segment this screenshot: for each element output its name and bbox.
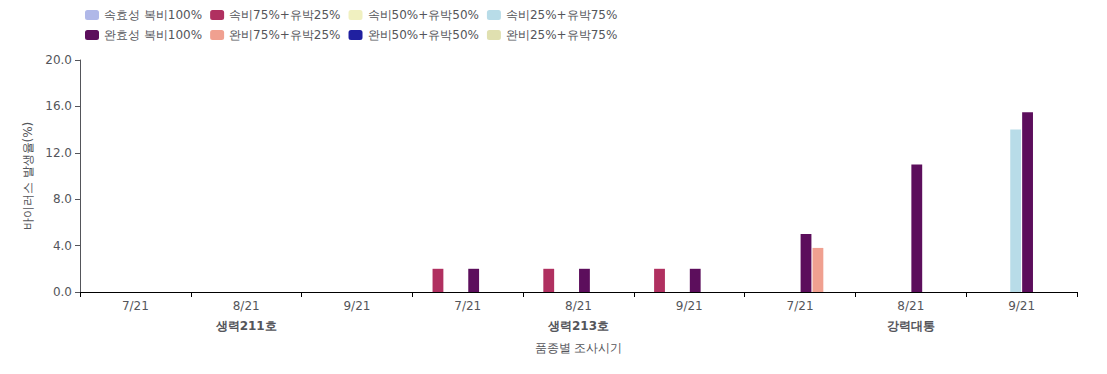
svg-text:20.0: 20.0: [45, 53, 72, 67]
svg-text:품종별 조사시기: 품종별 조사시기: [535, 341, 623, 355]
svg-text:완비75%+유박25%: 완비75%+유박25%: [229, 28, 340, 42]
svg-text:8/21: 8/21: [233, 299, 260, 313]
svg-text:바이러스 발생율(%): 바이러스 발생율(%): [21, 122, 35, 231]
svg-text:7/21: 7/21: [454, 299, 481, 313]
svg-text:9/21: 9/21: [676, 299, 703, 313]
svg-text:16.0: 16.0: [45, 99, 72, 113]
svg-text:생력211호: 생력211호: [215, 319, 277, 333]
svg-text:속효성 복비100%: 속효성 복비100%: [104, 8, 202, 22]
svg-text:속비25%+유박75%: 속비25%+유박75%: [506, 8, 617, 22]
svg-text:7/21: 7/21: [122, 299, 149, 313]
svg-text:속비75%+유박25%: 속비75%+유박25%: [229, 8, 340, 22]
svg-text:속비50%+유박50%: 속비50%+유박50%: [368, 8, 479, 22]
svg-text:7/21: 7/21: [787, 299, 814, 313]
svg-text:완효성 복비100%: 완효성 복비100%: [104, 28, 202, 42]
svg-text:8/21: 8/21: [565, 299, 592, 313]
svg-text:완비50%+유박50%: 완비50%+유박50%: [368, 28, 479, 42]
svg-text:생력213호: 생력213호: [547, 319, 609, 333]
svg-text:8/21: 8/21: [897, 299, 924, 313]
svg-text:8.0: 8.0: [53, 192, 72, 206]
svg-text:12.0: 12.0: [45, 146, 72, 160]
svg-text:9/21: 9/21: [1008, 299, 1035, 313]
svg-text:9/21: 9/21: [343, 299, 370, 313]
svg-text:강력대통: 강력대통: [887, 319, 935, 333]
svg-text:0.0: 0.0: [53, 285, 72, 299]
svg-text:완비25%+유박75%: 완비25%+유박75%: [506, 28, 617, 42]
svg-text:4.0: 4.0: [53, 239, 72, 253]
